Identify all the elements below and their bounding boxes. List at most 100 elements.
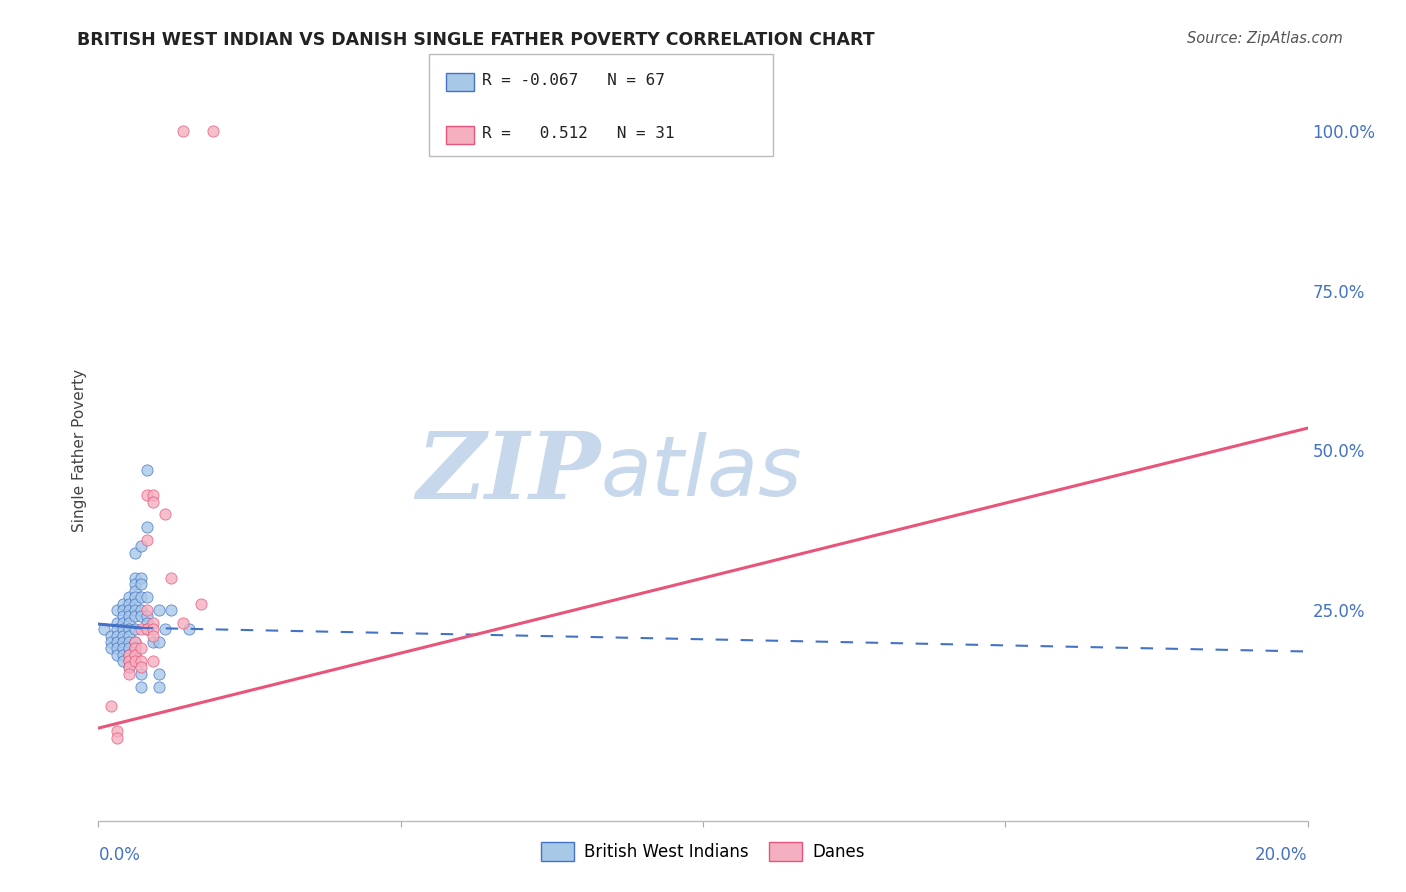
Text: R = -0.067   N = 67: R = -0.067 N = 67: [482, 73, 665, 87]
Point: [129, 654, 152, 668]
Point: [172, 124, 194, 138]
Point: [135, 615, 157, 630]
Point: [118, 609, 141, 624]
Point: [142, 494, 165, 508]
Point: [100, 635, 122, 649]
Point: [118, 603, 141, 617]
Point: [129, 577, 152, 591]
Point: [129, 571, 152, 585]
Y-axis label: Single Father Poverty: Single Father Poverty: [72, 369, 87, 532]
Point: [118, 654, 141, 668]
Point: [142, 635, 165, 649]
Point: [124, 641, 146, 656]
Point: [135, 622, 157, 636]
Point: [153, 622, 176, 636]
Point: [129, 660, 152, 674]
Point: [148, 603, 170, 617]
Point: [105, 622, 128, 636]
Point: [135, 520, 157, 534]
Text: ZIP: ZIP: [416, 427, 600, 517]
Point: [111, 609, 134, 624]
Point: [124, 622, 146, 636]
Point: [142, 488, 165, 502]
Point: [100, 641, 122, 656]
Point: [105, 615, 128, 630]
Text: atlas: atlas: [600, 432, 801, 513]
Point: [105, 603, 128, 617]
Point: [129, 603, 152, 617]
Point: [142, 615, 165, 630]
Point: [118, 666, 141, 681]
Text: BRITISH WEST INDIAN VS DANISH SINGLE FATHER POVERTY CORRELATION CHART: BRITISH WEST INDIAN VS DANISH SINGLE FAT…: [77, 31, 875, 49]
Point: [105, 648, 128, 662]
Point: [135, 622, 157, 636]
Point: [118, 622, 141, 636]
Point: [124, 648, 146, 662]
Point: [135, 488, 157, 502]
Point: [160, 571, 183, 585]
Point: [111, 641, 134, 656]
Point: [100, 698, 122, 713]
Point: [135, 533, 157, 547]
Point: [153, 508, 176, 522]
Point: [118, 654, 141, 668]
Point: [118, 660, 141, 674]
Point: [118, 629, 141, 643]
Point: [124, 603, 146, 617]
Point: [124, 545, 146, 559]
Point: [190, 597, 212, 611]
Point: [172, 615, 194, 630]
Point: [129, 591, 152, 605]
Point: [129, 641, 152, 656]
Point: [148, 635, 170, 649]
Point: [105, 724, 128, 739]
Text: Source: ZipAtlas.com: Source: ZipAtlas.com: [1187, 31, 1343, 46]
Point: [105, 629, 128, 643]
Point: [118, 615, 141, 630]
Point: [124, 571, 146, 585]
Point: [105, 731, 128, 745]
Point: [118, 597, 141, 611]
Point: [129, 622, 152, 636]
Point: [124, 583, 146, 598]
Point: [93, 622, 115, 636]
Point: [118, 648, 141, 662]
Point: [100, 629, 122, 643]
Point: [135, 462, 157, 476]
Text: 20.0%: 20.0%: [1256, 847, 1308, 864]
Point: [111, 654, 134, 668]
Point: [160, 603, 183, 617]
Point: [124, 641, 146, 656]
Point: [111, 615, 134, 630]
Point: [124, 635, 146, 649]
Point: [118, 641, 141, 656]
Point: [135, 603, 157, 617]
Point: [124, 635, 146, 649]
Point: [124, 591, 146, 605]
Point: [135, 591, 157, 605]
Point: [105, 641, 128, 656]
Text: R =   0.512   N = 31: R = 0.512 N = 31: [482, 127, 675, 141]
Point: [124, 597, 146, 611]
Point: [142, 622, 165, 636]
Point: [111, 603, 134, 617]
Point: [129, 609, 152, 624]
Point: [111, 629, 134, 643]
Point: [142, 654, 165, 668]
Point: [129, 666, 152, 681]
Point: [124, 577, 146, 591]
Point: [118, 635, 141, 649]
Point: [124, 648, 146, 662]
Point: [124, 654, 146, 668]
Point: [118, 648, 141, 662]
Point: [111, 597, 134, 611]
Point: [105, 635, 128, 649]
Point: [111, 648, 134, 662]
Point: [135, 609, 157, 624]
Point: [142, 629, 165, 643]
Point: [129, 680, 152, 694]
Point: [148, 680, 170, 694]
Legend: British West Indians, Danes: British West Indians, Danes: [534, 835, 872, 868]
Point: [124, 609, 146, 624]
Point: [118, 591, 141, 605]
